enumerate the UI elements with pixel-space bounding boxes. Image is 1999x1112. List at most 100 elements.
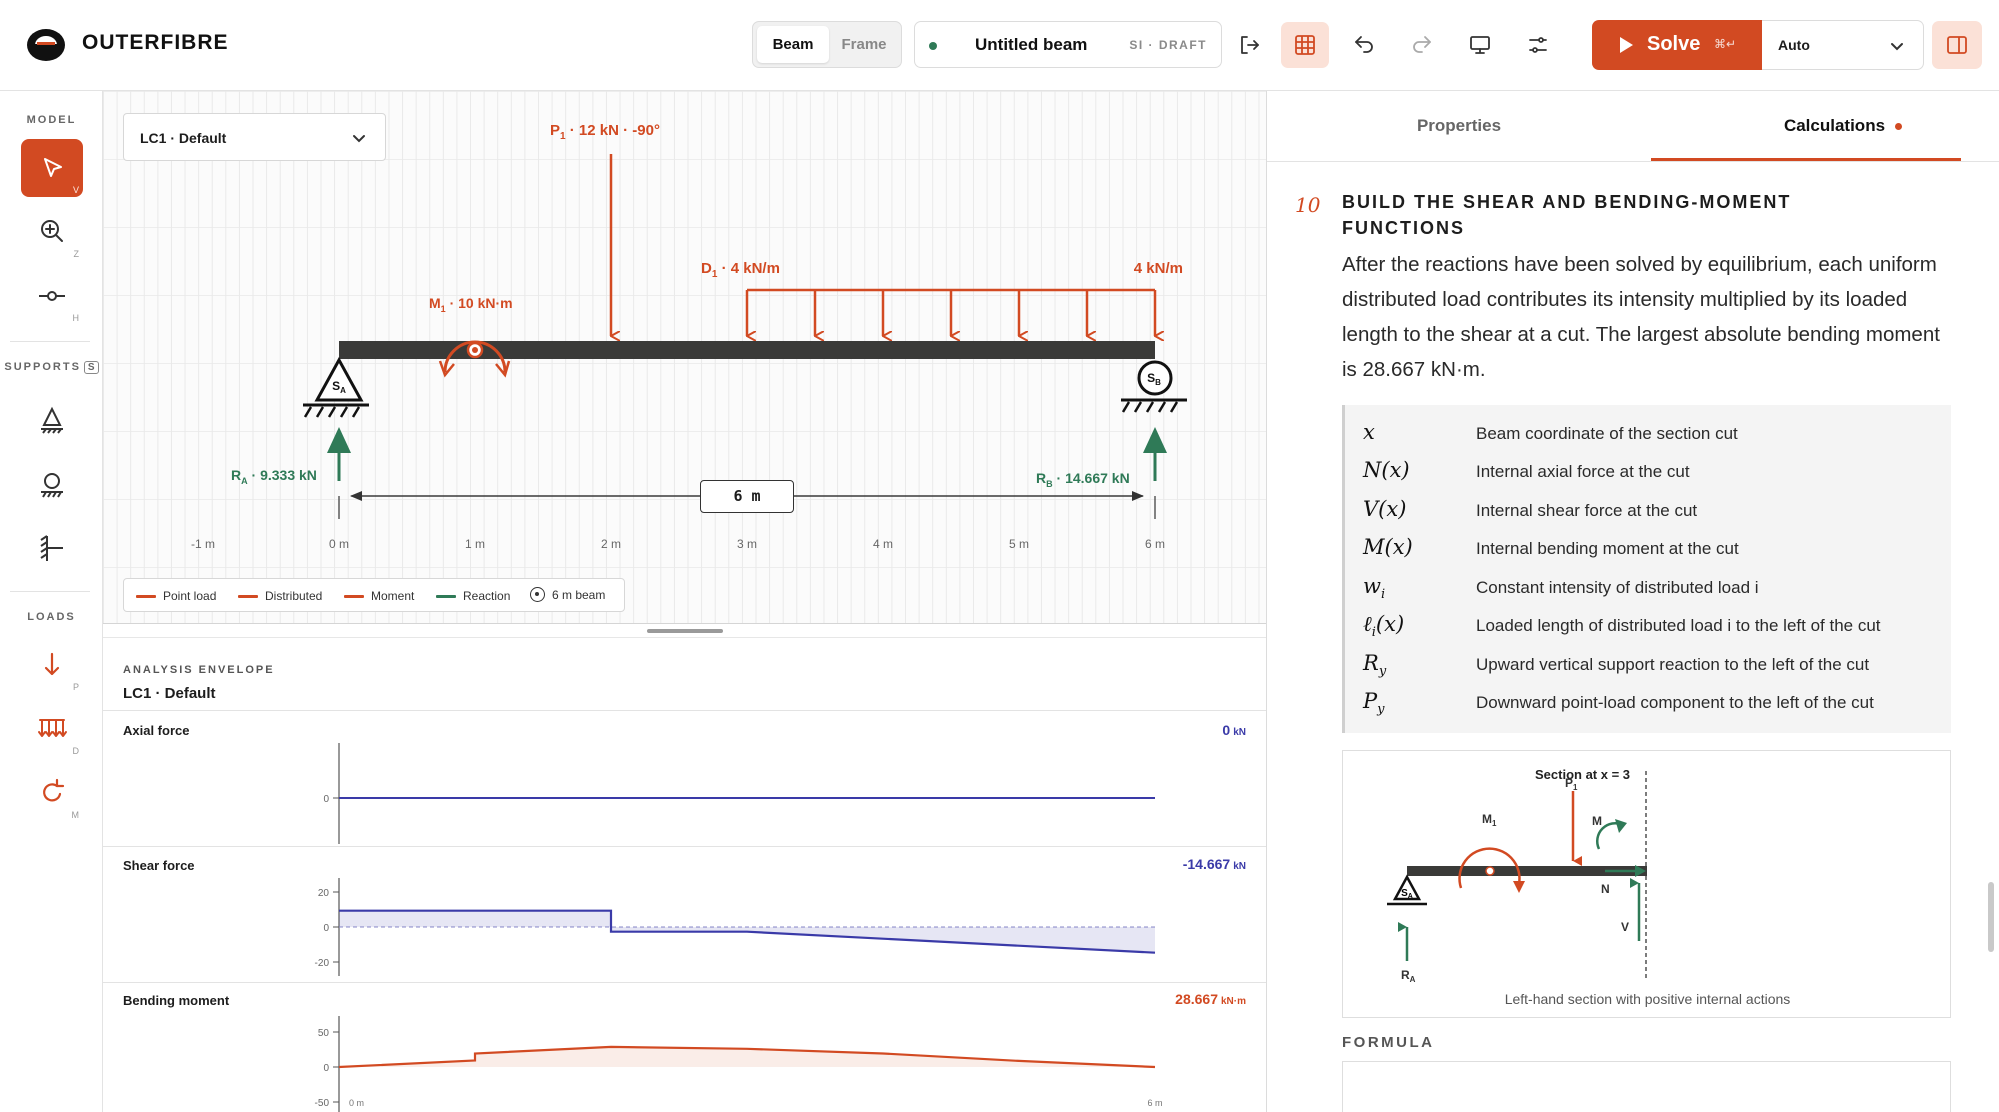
undo-button[interactable] <box>1340 22 1388 68</box>
chevron-down-icon <box>353 135 365 143</box>
legend-item-point-load: Point load <box>136 589 216 603</box>
chevron-down-icon <box>1891 43 1903 51</box>
document-title-field[interactable]: Untitled beam SI · DRAFT <box>914 21 1222 68</box>
symbol-row: N(x) Internal axial force at the cut <box>1363 458 1690 482</box>
point-load-tool[interactable]: P <box>21 636 83 694</box>
rail-heading-model: MODEL <box>26 114 77 126</box>
axis-tick: 4 m <box>873 537 893 551</box>
svg-text:SA: SA <box>332 379 346 395</box>
axial-force-diagram: 0 <box>323 743 1155 844</box>
symbol-row: V(x) Internal shear force at the cut <box>1363 497 1698 521</box>
mode-beam-button[interactable]: Beam <box>757 26 829 63</box>
axis-tick: 0 m <box>329 537 349 551</box>
tool-shortcut: P <box>72 682 79 692</box>
bending-moment-diagram: 50 0 -50 0 m 6 m <box>315 1016 1163 1112</box>
moment-tick: -50 <box>315 1098 330 1109</box>
axial-value: 0 kN <box>1222 722 1246 738</box>
rail-heading-loads: LOADS <box>27 611 76 623</box>
load-case-select[interactable]: LC1 · Default <box>123 113 386 161</box>
saved-status-dot <box>929 42 937 50</box>
tool-shortcut: M <box>71 810 80 820</box>
envelope-load-case: LC1 · Default <box>123 685 216 702</box>
redo-button[interactable] <box>1398 22 1446 68</box>
moment-line <box>338 1045 1156 1069</box>
calculation-panel: Properties Calculations 10 BUILD THE SHE… <box>1267 91 1999 1112</box>
envelope-heading: ANALYSIS ENVELOPE <box>123 664 275 676</box>
section-label: Section at x = 3 <box>1535 767 1630 782</box>
export-button[interactable] <box>1225 22 1273 68</box>
shear-tick: -20 <box>315 958 330 969</box>
splitter-grip[interactable] <box>647 629 723 633</box>
span-length-label[interactable]: 6 m <box>700 480 794 513</box>
document-title[interactable]: Untitled beam <box>975 35 1088 54</box>
select-tool[interactable]: V <box>21 139 83 197</box>
play-icon <box>1620 37 1633 53</box>
pane-splitter[interactable] <box>103 623 1266 638</box>
shear-tick: 0 <box>323 923 329 934</box>
zoom-tool[interactable]: Z <box>21 203 83 261</box>
axial-title: Axial force <box>123 723 190 738</box>
free-body-diagram: Section at x = 3 SA RA M1 P1 M N V <box>1387 767 1647 984</box>
distributed-load-end-label: 4 kN/m <box>1134 260 1183 277</box>
moment-tick: 50 <box>318 1028 330 1039</box>
panel-toggle-button[interactable] <box>1932 21 1982 69</box>
pin-support-a[interactable]: SA <box>303 356 369 418</box>
svg-text:RA: RA <box>1401 968 1416 984</box>
axis-tick: 1 m <box>465 537 485 551</box>
reaction-b[interactable] <box>1143 427 1167 481</box>
zoom-in-icon <box>41 220 63 242</box>
legend-item-distributed: Distributed <box>238 589 322 603</box>
tab-properties[interactable]: Properties <box>1416 116 1502 135</box>
moment-tool[interactable]: M <box>21 764 83 822</box>
symbol-row: Ry Upward vertical support reaction to th… <box>1363 651 1870 680</box>
settings-button[interactable] <box>1514 22 1562 68</box>
load-case-value: LC1 · Default <box>140 130 227 146</box>
step-title: BUILD THE SHEAR AND BENDING-MOMENT FUNCT… <box>1342 192 1792 238</box>
reaction-a[interactable] <box>327 427 351 481</box>
solve-mode-select[interactable]: Auto <box>1762 20 1924 70</box>
axis-tick: 6 m <box>1145 537 1165 551</box>
svg-text:M1: M1 <box>1482 812 1497 828</box>
roller-support-tool[interactable] <box>21 455 83 513</box>
mode-frame-button[interactable]: Frame <box>841 36 887 53</box>
svg-text:P1: P1 <box>1565 776 1578 792</box>
svg-text:M: M <box>1592 814 1602 828</box>
legend-item-moment: Moment <box>344 589 414 603</box>
present-button[interactable] <box>1456 22 1504 68</box>
fixed-support-tool[interactable] <box>21 519 83 577</box>
step-number: 10 <box>1295 193 1321 217</box>
tool-shortcut: D <box>72 746 80 756</box>
fixed-support-icon <box>40 535 63 561</box>
grid-toggle-button[interactable] <box>1281 22 1329 68</box>
roller-support-icon <box>41 473 63 498</box>
panel-scrollbar[interactable] <box>1988 882 1994 952</box>
symbol-row: ℓi(x) Loaded length of distributed load i… <box>1363 612 1881 641</box>
tool-shortcut: V <box>72 185 79 195</box>
solve-label: Solve <box>1647 33 1701 55</box>
hinge-icon <box>39 291 65 301</box>
moment-load[interactable] <box>438 340 511 378</box>
distributed-load-tool[interactable]: D <box>21 700 83 758</box>
document-tag: SI · DRAFT <box>1129 38 1207 52</box>
analysis-envelope: ANALYSIS ENVELOPE LC1 · Default Axial fo… <box>103 638 1266 1112</box>
distributed-load-icon <box>38 719 67 737</box>
beam[interactable] <box>339 341 1155 359</box>
distributed-load[interactable] <box>745 288 1155 336</box>
axial-tick: 0 <box>323 794 329 805</box>
tool-shortcut: Z <box>73 249 80 259</box>
top-bar: OUTERFIBRE Beam Frame Untitled beam SI ·… <box>0 0 1999 91</box>
axis-tick: 3 m <box>737 537 757 551</box>
rotate-icon <box>43 778 65 802</box>
roller-support-b[interactable]: SB <box>1121 360 1187 413</box>
axis-tick: 2 m <box>601 537 621 551</box>
mode-switch: Beam Frame <box>752 21 902 68</box>
canvas-legend: Point load Distributed Moment Reaction 6… <box>123 578 625 612</box>
beam-canvas[interactable]: -1 m 0 m 1 m 2 m 3 m 4 m 5 m 6 m <box>103 91 1266 623</box>
pin-support-tool[interactable] <box>21 391 83 449</box>
moment-x-start: 0 m <box>349 1098 364 1108</box>
hinge-tool[interactable]: H <box>21 267 83 325</box>
solve-button[interactable]: Solve ⌘↵ <box>1592 20 1762 70</box>
settings-sliders-icon <box>1529 37 1547 53</box>
logo-icon <box>27 29 65 61</box>
tab-calculations[interactable]: Calculations <box>1651 91 1999 161</box>
